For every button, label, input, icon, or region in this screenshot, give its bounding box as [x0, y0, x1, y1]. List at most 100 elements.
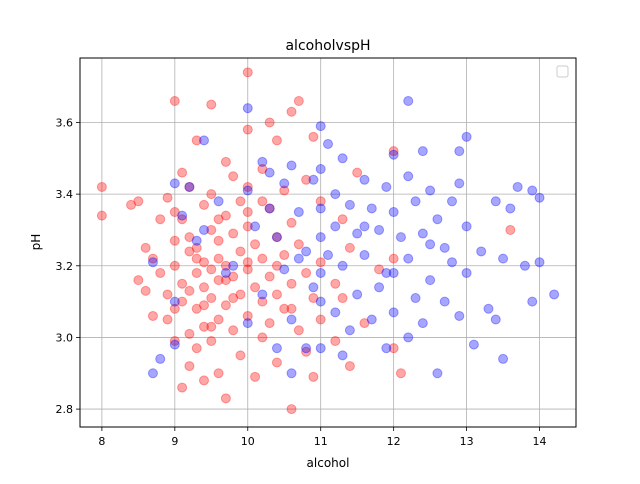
blue-data-point: [213, 196, 224, 207]
blue-data-point: [439, 242, 450, 253]
blue-data-point: [388, 307, 399, 318]
blue-data-point: [155, 353, 166, 364]
blue-data-point: [447, 196, 457, 207]
blue-data-point: [242, 185, 253, 196]
red-data-point: [191, 343, 202, 354]
red-data-point: [206, 336, 217, 347]
red-data-point: [228, 171, 239, 182]
blue-data-point: [228, 260, 239, 271]
x-tick-label: 13: [460, 435, 474, 448]
blue-data-point: [337, 153, 348, 164]
red-data-point: [279, 303, 290, 314]
red-data-point: [96, 181, 107, 192]
blue-data-point: [301, 343, 312, 354]
blue-data-point: [315, 343, 326, 354]
blue-data-point: [527, 185, 538, 196]
y-tick-label: 3.4: [56, 188, 74, 201]
red-data-point: [199, 321, 209, 332]
blue-data-point: [250, 221, 261, 232]
red-data-point: [220, 210, 231, 221]
blue-data-point: [286, 368, 297, 379]
red-data-point: [359, 318, 370, 329]
red-data-point: [169, 336, 180, 347]
red-data-point: [293, 95, 304, 106]
red-data-point: [177, 214, 188, 225]
blue-data-point: [454, 310, 465, 321]
red-data-point: [184, 285, 195, 296]
blue-data-point: [417, 318, 428, 329]
red-data-point: [235, 246, 246, 257]
red-data-point: [206, 224, 217, 235]
red-data-point: [191, 267, 202, 278]
red-data-point: [191, 242, 202, 253]
red-data-point: [213, 235, 224, 246]
red-data-point: [169, 235, 180, 246]
blue-data-point: [461, 221, 472, 232]
blue-data-point: [395, 232, 406, 243]
blue-data-point: [293, 253, 304, 264]
red-data-point: [242, 221, 253, 232]
red-data-point: [206, 99, 217, 110]
blue-data-point: [257, 289, 268, 300]
red-data-point: [242, 67, 253, 78]
blue-data-point: [147, 368, 158, 379]
blue-data-point: [549, 289, 560, 300]
blue-data-point: [374, 282, 385, 293]
red-data-point: [133, 275, 144, 286]
blue-data-point: [454, 146, 465, 157]
blue-data-point: [315, 121, 326, 132]
red-data-point: [199, 282, 209, 293]
blue-data-point: [403, 171, 414, 182]
x-tick-label: 10: [241, 435, 255, 448]
blue-data-point: [512, 181, 523, 192]
red-data-point: [242, 207, 253, 218]
axis-ticks: 8 9 10 11 12 13 14 2.8 3.0 3.2 3.4 3.6: [56, 116, 547, 448]
blue-data-point: [191, 235, 202, 246]
red-data-point: [330, 278, 341, 289]
red-data-point: [250, 239, 261, 250]
red-data-point: [388, 343, 399, 354]
x-axis-label: alcohol: [307, 456, 350, 470]
red-data-point: [352, 167, 363, 178]
red-data-point: [206, 321, 217, 332]
blue-data-point: [388, 149, 399, 160]
red-data-point: [177, 382, 188, 393]
red-data-point: [242, 181, 253, 192]
red-data-point: [169, 95, 180, 106]
red-data-point: [264, 271, 275, 282]
blue-data-point: [220, 267, 231, 278]
red-data-point: [199, 257, 209, 268]
red-data-point: [315, 196, 326, 207]
blue-data-point: [417, 146, 428, 157]
red-data-point: [257, 296, 268, 307]
x-tick-label: 9: [171, 435, 178, 448]
blue-data-point: [498, 353, 509, 364]
red-data-point: [250, 282, 261, 293]
red-data-point: [286, 278, 297, 289]
blue-data-point: [293, 207, 304, 218]
red-data-point: [184, 361, 195, 372]
red-data-point: [220, 300, 231, 311]
y-tick-label: 3.0: [56, 331, 74, 344]
red-data-point: [344, 242, 355, 253]
blue-data-point: [257, 156, 268, 167]
x-tick-label: 12: [387, 435, 401, 448]
blue-data-point: [403, 332, 414, 343]
grid-lines: [80, 58, 576, 427]
blue-data-point: [498, 253, 509, 264]
blue-data-point: [417, 228, 428, 239]
red-data-point: [330, 336, 341, 347]
blue-data-point: [410, 196, 421, 207]
red-data-point: [344, 361, 355, 372]
blue-data-point: [315, 164, 326, 175]
red-data-point: [242, 264, 253, 275]
blue-data-point: [308, 282, 319, 293]
red-data-point: [286, 303, 297, 314]
blue-data-point: [286, 160, 297, 171]
red-data-point: [177, 296, 188, 307]
red-data-point: [235, 289, 246, 300]
blue-data-point: [315, 203, 326, 214]
red-data-point: [206, 293, 217, 304]
